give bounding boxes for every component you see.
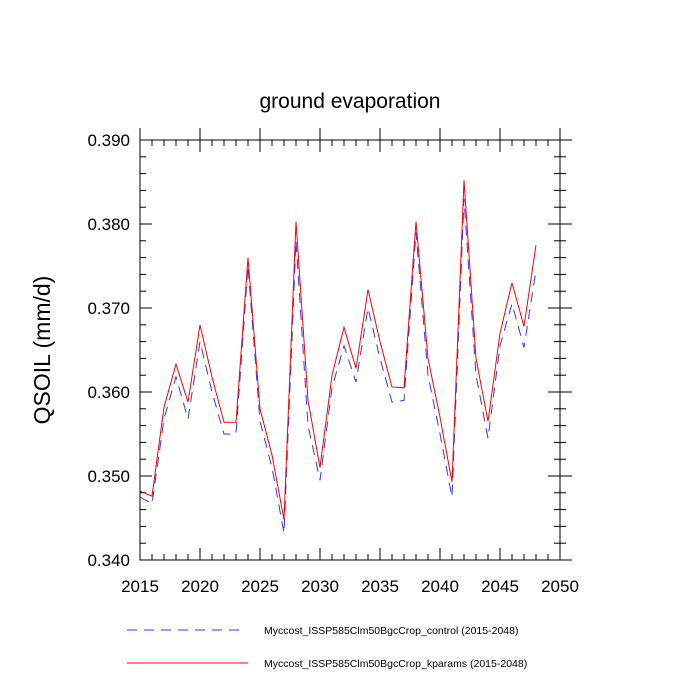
legend: Myccost_ISSP585Clm50BgcCrop_control (201… (127, 625, 527, 670)
chart-title: ground evaporation (260, 90, 441, 113)
legend-label-control: Myccost_ISSP585Clm50BgcCrop_control (201… (264, 625, 518, 637)
y-tick-label: 0.370 (87, 299, 130, 318)
series-line-kparams (139, 180, 537, 520)
x-tick-labels: 2015 2020 2025 2030 2035 2040 2045 2050 (121, 577, 579, 596)
x-tick-label: 2045 (481, 577, 519, 596)
plot-frame (139, 139, 561, 561)
series-lines (139, 180, 537, 534)
x-tick-label: 2025 (241, 577, 279, 596)
x-tick-label: 2040 (421, 577, 459, 596)
y-tick-label: 0.390 (87, 131, 130, 150)
legend-label-kparams: Myccost_ISSP585Clm50BgcCrop_kparams (201… (264, 658, 527, 670)
y-tick-label: 0.350 (87, 467, 130, 486)
series-line-control (139, 198, 537, 534)
y-tick-label: 0.340 (87, 551, 130, 570)
y-tick-labels: 0.340 0.350 0.360 0.370 0.380 0.390 (87, 131, 130, 570)
y-tick-label: 0.360 (87, 383, 130, 402)
x-tick-label: 2035 (361, 577, 399, 596)
x-tick-label: 2050 (541, 577, 579, 596)
x-tick-label: 2030 (301, 577, 339, 596)
y-tick-label: 0.380 (87, 215, 130, 234)
x-tick-label: 2020 (181, 577, 219, 596)
y-axis-label: QSOIL (mm/d) (29, 276, 55, 425)
x-tick-label: 2015 (121, 577, 159, 596)
